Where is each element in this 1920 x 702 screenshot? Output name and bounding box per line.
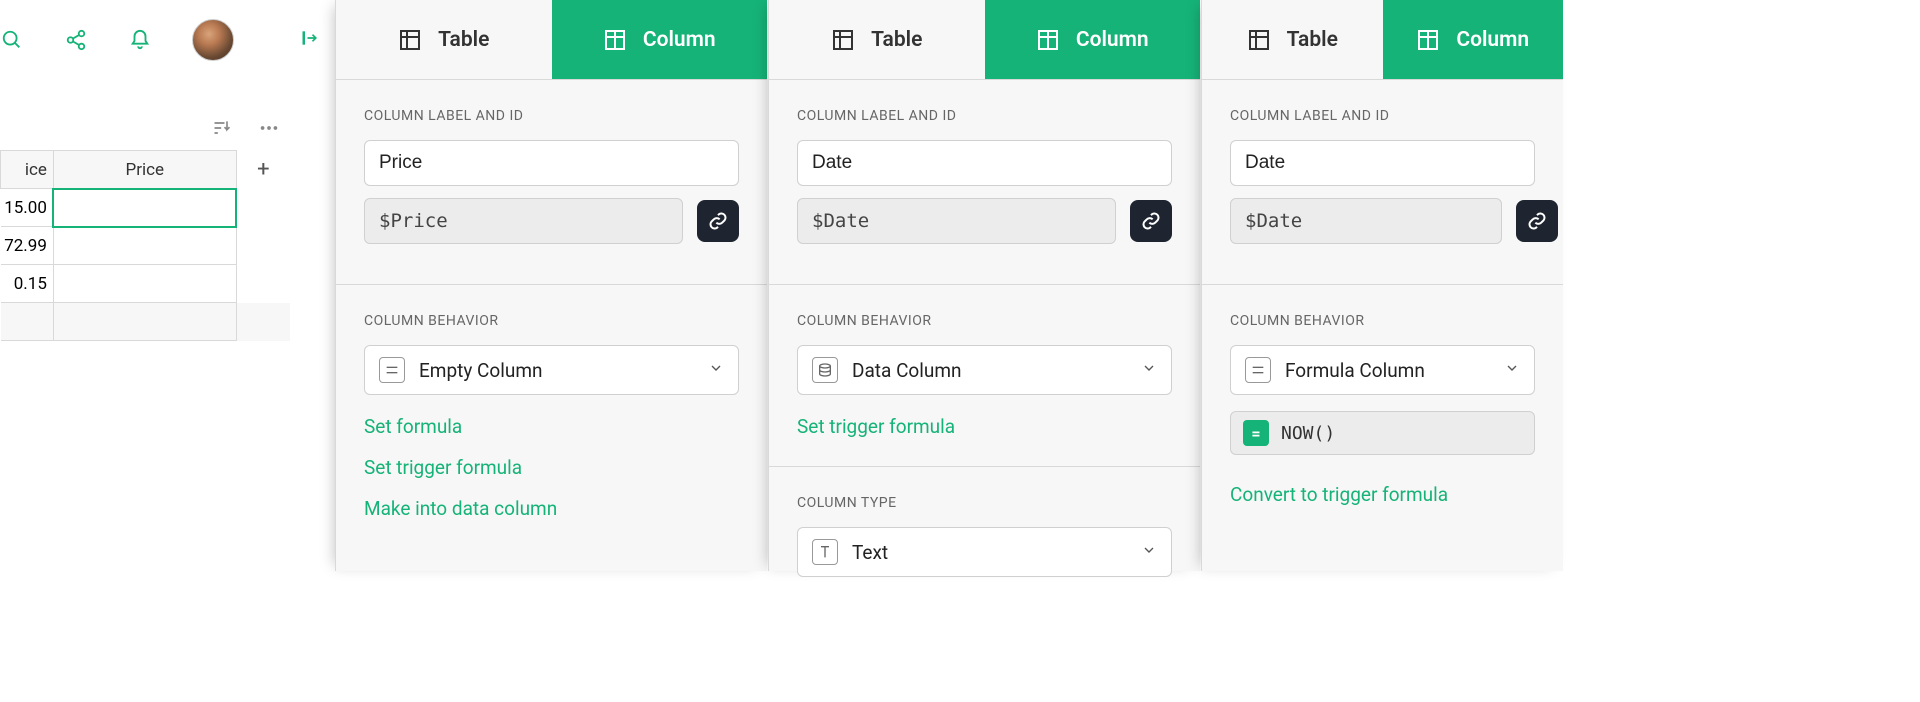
column-behavior-value: Data Column [852, 359, 1127, 382]
tab-column-label: Column [643, 28, 716, 52]
column-label-input[interactable] [364, 140, 739, 186]
column-panel-1: Table Column COLUMN LABEL AND ID COLUMN … [335, 0, 767, 571]
grid-cell[interactable] [53, 227, 236, 265]
grid-cell[interactable] [53, 303, 236, 341]
data-grid: ice Price + 15.00 72.99 0.15 [0, 150, 290, 341]
sort-filter-icon[interactable] [212, 118, 232, 142]
column-type-value: Text [852, 541, 1127, 564]
grid-area: ice Price + 15.00 72.99 0.15 [0, 110, 290, 341]
section-label: COLUMN LABEL AND ID [364, 108, 739, 124]
column-behavior-select[interactable]: Data Column [797, 345, 1172, 395]
more-icon[interactable] [258, 117, 280, 143]
section-label: COLUMN LABEL AND ID [797, 108, 1172, 124]
tab-table-label: Table [438, 28, 489, 52]
tab-column-label: Column [1456, 28, 1529, 52]
make-data-column-link[interactable]: Make into data column [364, 497, 739, 520]
tab-table-label: Table [1287, 28, 1338, 52]
column-id-input[interactable] [1230, 198, 1502, 244]
grid-cell[interactable]: 0.15 [1, 265, 54, 303]
formula-equals-icon: = [1243, 420, 1269, 446]
column-behavior-value: Formula Column [1285, 359, 1490, 382]
column-type-select[interactable]: Text [797, 527, 1172, 577]
section-label: COLUMN BEHAVIOR [364, 313, 739, 329]
chevron-down-icon [1504, 360, 1520, 380]
add-column-button[interactable]: + [236, 151, 290, 189]
link-icon[interactable] [1516, 200, 1558, 242]
tab-table[interactable]: Table [336, 0, 552, 79]
grid-cell[interactable]: 72.99 [1, 227, 54, 265]
formula-code: NOW() [1281, 423, 1335, 444]
column-header-partial[interactable]: ice [1, 151, 54, 189]
bell-icon[interactable] [128, 28, 152, 52]
column-panel-2: Table Column COLUMN LABEL AND ID COLUMN … [768, 0, 1200, 571]
column-id-input[interactable] [364, 198, 683, 244]
grid-cell-selected[interactable] [53, 189, 236, 227]
panel-expand-icon[interactable] [300, 28, 320, 52]
tab-column-label: Column [1076, 28, 1149, 52]
column-behavior-value: Empty Column [419, 359, 694, 382]
column-panel-3: Table Column COLUMN LABEL AND ID COLUMN … [1201, 0, 1563, 571]
tab-table-label: Table [871, 28, 922, 52]
grid-cell[interactable]: 15.00 [1, 189, 54, 227]
section-label: COLUMN LABEL AND ID [1230, 108, 1535, 124]
data-column-icon [812, 357, 838, 383]
link-icon[interactable] [1130, 200, 1172, 242]
tab-table[interactable]: Table [1202, 0, 1383, 79]
panel-collapse-icon[interactable] [1168, 30, 1188, 54]
set-trigger-formula-link[interactable]: Set trigger formula [797, 415, 1172, 438]
chevron-down-icon [1141, 542, 1157, 562]
column-behavior-select[interactable]: Empty Column [364, 345, 739, 395]
column-header-price[interactable]: Price [53, 151, 236, 189]
empty-column-icon [379, 357, 405, 383]
column-id-input[interactable] [797, 198, 1116, 244]
column-behavior-select[interactable]: Formula Column [1230, 345, 1535, 395]
formula-display[interactable]: = NOW() [1230, 411, 1535, 455]
column-label-input[interactable] [797, 140, 1172, 186]
link-icon[interactable] [697, 200, 739, 242]
search-icon[interactable] [0, 28, 24, 52]
tab-column[interactable]: Column [1383, 0, 1564, 79]
topbar [0, 0, 332, 80]
chevron-down-icon [708, 360, 724, 380]
section-label: COLUMN TYPE [797, 495, 1172, 511]
share-icon[interactable] [64, 28, 88, 52]
grid-cell[interactable] [53, 265, 236, 303]
grid-cell[interactable] [1, 303, 54, 341]
set-trigger-formula-link[interactable]: Set trigger formula [364, 456, 739, 479]
convert-trigger-formula-link[interactable]: Convert to trigger formula [1230, 483, 1535, 506]
text-type-icon [812, 539, 838, 565]
set-formula-link[interactable]: Set formula [364, 415, 739, 438]
avatar[interactable] [192, 19, 234, 61]
column-label-input[interactable] [1230, 140, 1535, 186]
chevron-down-icon [1141, 360, 1157, 380]
panel-collapse-icon[interactable] [734, 30, 754, 54]
section-label: COLUMN BEHAVIOR [797, 313, 1172, 329]
tab-table[interactable]: Table [769, 0, 985, 79]
section-label: COLUMN BEHAVIOR [1230, 313, 1535, 329]
formula-column-icon [1245, 357, 1271, 383]
